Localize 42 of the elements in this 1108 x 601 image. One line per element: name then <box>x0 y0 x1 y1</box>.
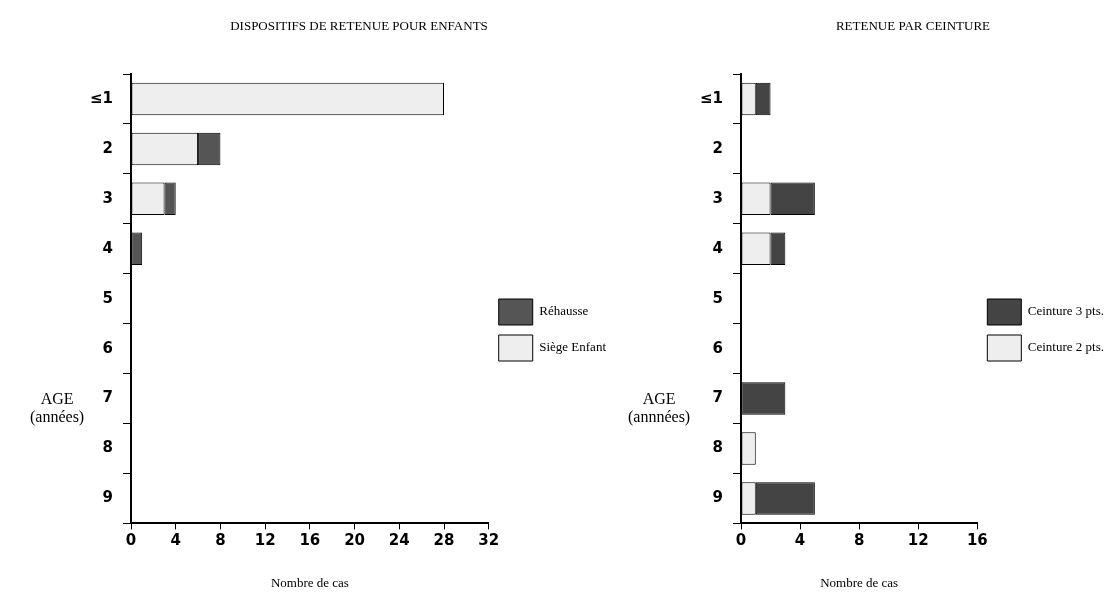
y-tick-label: 3 <box>102 188 114 207</box>
y-tick-label: 5 <box>102 288 114 307</box>
y-tick-label: 8 <box>102 438 114 457</box>
x-axis-title: Nombre de cas <box>270 574 349 590</box>
y-tick-label: 7 <box>712 388 724 407</box>
x-tick-label: 32 <box>478 531 500 550</box>
y-tick-label: 3 <box>712 188 724 207</box>
x-tick-label: 12 <box>254 531 276 550</box>
y-tick-label: 9 <box>712 488 724 507</box>
x-tick-label: 8 <box>853 531 865 550</box>
x-tick-label: 8 <box>215 531 226 550</box>
x-tick-label: 24 <box>388 531 410 550</box>
y-tick-label: 6 <box>712 338 724 357</box>
y-tick-label: 6 <box>102 338 114 357</box>
legend-label: Réhausse <box>539 303 589 319</box>
legend-label: Ceinture 3 pts. <box>1027 303 1104 319</box>
y-tick-label: ≤1 <box>89 88 114 107</box>
x-tick-label: 4 <box>170 531 181 550</box>
y-tick-label: 8 <box>712 438 724 457</box>
y-axis-title: AGE (annnées) <box>628 390 691 426</box>
y-tick-label: ≤1 <box>699 88 724 107</box>
y-tick-label: 7 <box>102 388 114 407</box>
x-tick-label: 16 <box>299 531 321 550</box>
y-tick-label: 5 <box>712 288 724 307</box>
x-tick-label: 0 <box>735 531 747 550</box>
y-tick-label: 9 <box>102 488 114 507</box>
y-tick-label: 2 <box>712 138 724 157</box>
x-tick-label: 28 <box>433 531 455 550</box>
legend-label: Siège Enfant <box>539 339 607 355</box>
y-tick-label: 4 <box>102 238 114 257</box>
x-tick-label: 20 <box>344 531 366 550</box>
chart-title: DISPOSITIFS DE RETENUE POUR ENFANTS <box>229 18 489 34</box>
x-tick-label: 4 <box>794 531 806 550</box>
y-tick-label: 2 <box>102 138 114 157</box>
x-axis-title: Nombre de cas <box>820 574 899 590</box>
x-tick-label: 0 <box>125 531 137 550</box>
y-tick-label: 4 <box>712 238 724 257</box>
legend-label: Ceinture 2 pts. <box>1027 339 1104 355</box>
x-tick-label: 16 <box>966 531 988 550</box>
chart-title: RETENUE PAR CEINTURE <box>834 18 992 34</box>
y-axis-title: AGE (années) <box>30 390 85 426</box>
x-tick-label: 12 <box>907 531 929 550</box>
